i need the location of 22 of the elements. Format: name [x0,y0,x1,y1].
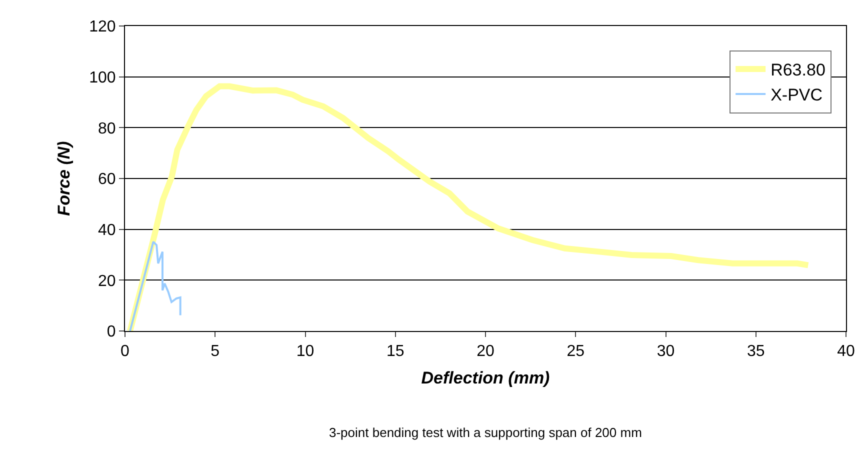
text: 3-point bending test with a supporting span of 200 mm [329,425,642,440]
x-tick-label: 25 [566,343,585,360]
y-tick-label: 80 [98,120,116,138]
y-tick-label: 60 [98,171,116,188]
legend-label: R63.80 [770,60,826,80]
y-tick-label: 20 [98,272,116,290]
x-tick-label: 40 [837,343,855,360]
x-tick-label: 35 [746,343,765,360]
y-tick-label: 0 [106,324,116,341]
x-tick-label: 15 [386,343,404,360]
x-tick-label: 0 [120,343,130,360]
y-axis-title: Force (N) [54,140,74,216]
x-tick-label: 30 [656,343,675,360]
y-tick-label: 120 [89,18,116,36]
x-axis-title: Deflection (mm) [421,368,550,388]
line-series [129,240,182,331]
x-tick-label: 20 [476,343,494,360]
legend-label: X-PVC [770,86,823,105]
y-tick-label: 40 [98,222,116,239]
x-tick-label: 5 [210,343,220,360]
x-tick-label: 10 [296,343,314,360]
y-tick-label: 100 [89,69,116,86]
